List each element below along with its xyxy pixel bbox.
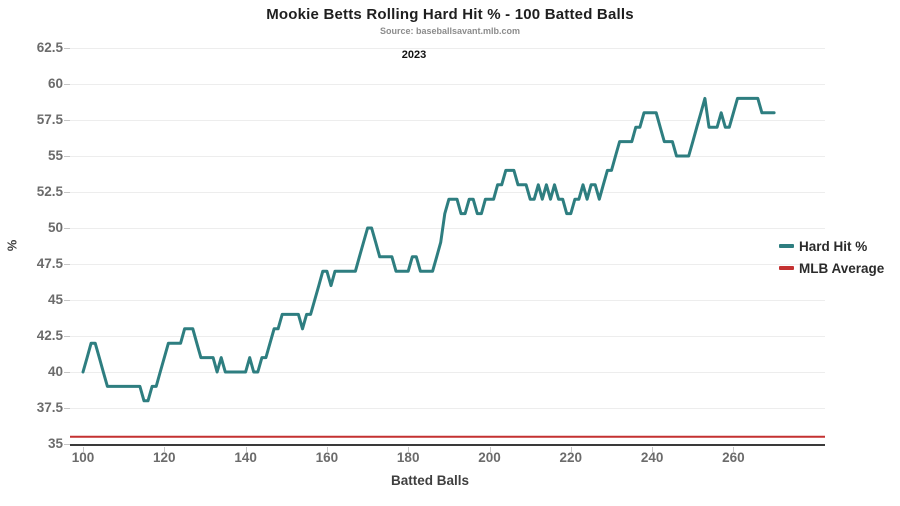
x-tick-label: 180 [396,450,420,465]
gridline-y-57.5 [70,120,825,121]
y-tick-label: 57.5 [36,112,63,127]
y-tick-label: 45 [47,292,63,307]
y-axis-title: % [4,239,20,252]
y-tick-mark [64,156,70,157]
x-tick-label: 220 [559,450,583,465]
y-tick-label: 50 [47,220,63,235]
x-tick-mark [245,446,247,452]
y-tick-label: 42.5 [36,328,63,343]
x-tick-mark [83,446,84,452]
y-tick-mark [64,228,70,229]
y-tick-label: 60 [47,76,63,91]
x-tick-mark [489,446,491,452]
gridline-y-37.5 [70,408,825,409]
legend-label-hard-hit: Hard Hit % [799,238,868,254]
x-tick-label: 140 [234,450,257,465]
gridline-y-52.5 [70,192,825,193]
hard-hit-series-line [81,96,776,403]
chart-title: Mookie Betts Rolling Hard Hit % - 100 Ba… [266,6,634,23]
y-tick-label: 47.5 [36,256,63,271]
y-tick-mark [64,336,70,337]
gridline-y-62.5 [70,48,825,49]
facet-label-year: 2023 [401,49,427,61]
gridline-y-50 [70,228,825,229]
x-tick-label: 160 [315,450,339,465]
y-tick-mark [64,408,70,409]
gridline-y-55 [70,156,825,157]
gridline-y-45 [70,300,825,301]
x-tick-label: 200 [478,450,501,465]
gridline-y-60 [70,84,825,85]
y-tick-label: 40 [47,364,63,379]
y-tick-mark [64,120,70,121]
y-tick-label: 62.5 [36,40,63,55]
x-tick-mark [733,446,735,452]
y-tick-mark [64,264,70,265]
x-tick-mark [570,446,572,452]
x-tick-mark [326,446,328,452]
y-tick-mark [64,444,70,445]
y-tick-mark [64,300,70,301]
y-tick-mark [64,84,70,85]
x-tick-label: 240 [640,450,664,465]
legend-item-hard-hit: Hard Hit % [779,235,884,257]
legend: Hard Hit % MLB Average [779,235,884,279]
chart-subtitle: Source: baseballsavant.mlb.com [379,26,521,36]
y-tick-mark [64,192,70,193]
x-tick-label: 100 [71,450,95,465]
y-tick-label: 37.5 [36,400,63,415]
legend-label-mlb-average: MLB Average [799,260,885,276]
x-tick-label: 260 [722,450,745,465]
hard-hit-line-swatch [779,244,794,248]
y-tick-label: 35 [47,436,63,451]
y-tick-label: 55 [47,148,63,163]
gridline-y-47.5 [70,264,825,265]
x-axis-line [70,443,825,446]
gridline-y-42.5 [70,336,825,337]
mlb-average-line-swatch [779,266,794,270]
y-tick-mark [64,372,70,373]
y-tick-label: 52.5 [36,184,63,199]
x-axis-title: Batted Balls [390,473,470,488]
x-tick-mark [164,446,166,452]
gridline-y-40 [70,372,825,373]
y-tick-mark [64,48,70,49]
legend-item-mlb-average: MLB Average [779,257,884,279]
x-tick-label: 120 [153,450,176,465]
x-tick-mark [408,446,410,452]
x-tick-mark [652,446,654,452]
